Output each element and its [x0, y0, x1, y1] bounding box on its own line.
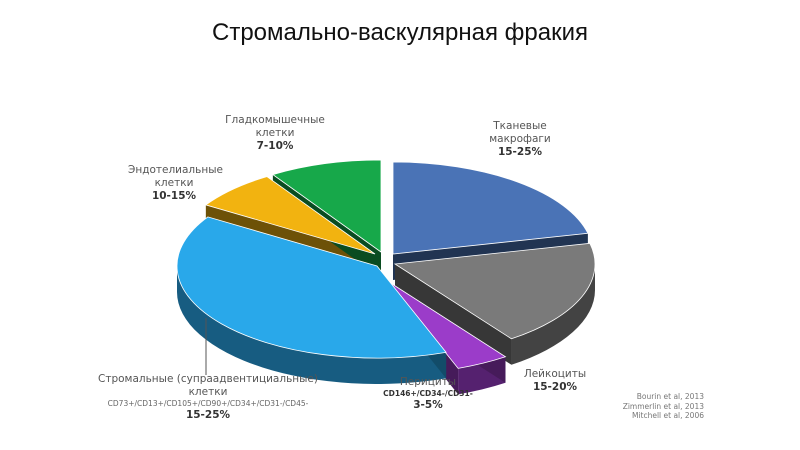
pie-slice-0 — [392, 161, 589, 255]
label-stromal-name: Стромальные (супраадвентициальные) клетк… — [98, 373, 318, 398]
label-endothelial-name: Эндотелиальные клетки — [128, 164, 223, 189]
label-pericytes-name: Перициты — [399, 376, 457, 388]
reference-3: Mitchell et al, 2006 — [631, 411, 704, 420]
label-endothelial-range: 10-15% — [151, 190, 197, 202]
pie-slice-2 — [388, 281, 507, 369]
label-smooth-muscle-range: 7-10% — [256, 140, 294, 152]
label-macrophages-name: Тканевые макрофаги — [489, 120, 551, 145]
label-pericytes: Перициты CD146+/CD34-/CD31- 3-5% — [368, 376, 488, 412]
reference-2: Zimmerlin et al, 2013 — [622, 401, 704, 411]
pie-slice-5 — [271, 159, 382, 253]
label-leukocytes: Лейкоциты 15-20% — [510, 368, 600, 394]
label-stromal-range: 15-25% — [185, 409, 231, 421]
chart-title: Стромально-васкулярная фракия — [212, 19, 588, 46]
label-pericytes-range: 3-5% — [413, 399, 443, 411]
reference-1: Bourin et al, 2013 — [636, 392, 704, 401]
pie-slice-1 — [393, 242, 596, 340]
label-endothelial: Эндотелиальные клетки 10-15% — [128, 164, 223, 203]
pie-slice-side-1 — [511, 264, 595, 365]
label-stromal: Стромальные (супраадвентициальные) клетк… — [88, 373, 328, 422]
label-leukocytes-range: 15-20% — [532, 381, 578, 393]
label-smooth-muscle: Гладкомышечные клетки 7-10% — [222, 114, 328, 153]
label-macrophages-range: 15-25% — [497, 146, 543, 158]
pie-slice-edge-1-1 — [395, 264, 512, 365]
label-macrophages: Тканевые макрофаги 15-25% — [465, 120, 575, 159]
pie-slice-side-3 — [177, 266, 447, 384]
label-smooth-muscle-name: Гладкомышечные клетки — [225, 114, 325, 139]
label-pericytes-markers: CD146+/CD34-/CD31- — [383, 389, 473, 398]
pie-slice-4 — [204, 176, 376, 255]
pie-slice-3 — [176, 216, 447, 359]
label-stromal-markers: CD73+/CD13+/CD105+/CD90+/CD34+/CD31-/CD4… — [107, 399, 309, 408]
label-leukocytes-name: Лейкоциты — [523, 368, 587, 380]
references: Bourin et al, 2013 Zimmerlin et al, 2013… — [623, 392, 704, 421]
